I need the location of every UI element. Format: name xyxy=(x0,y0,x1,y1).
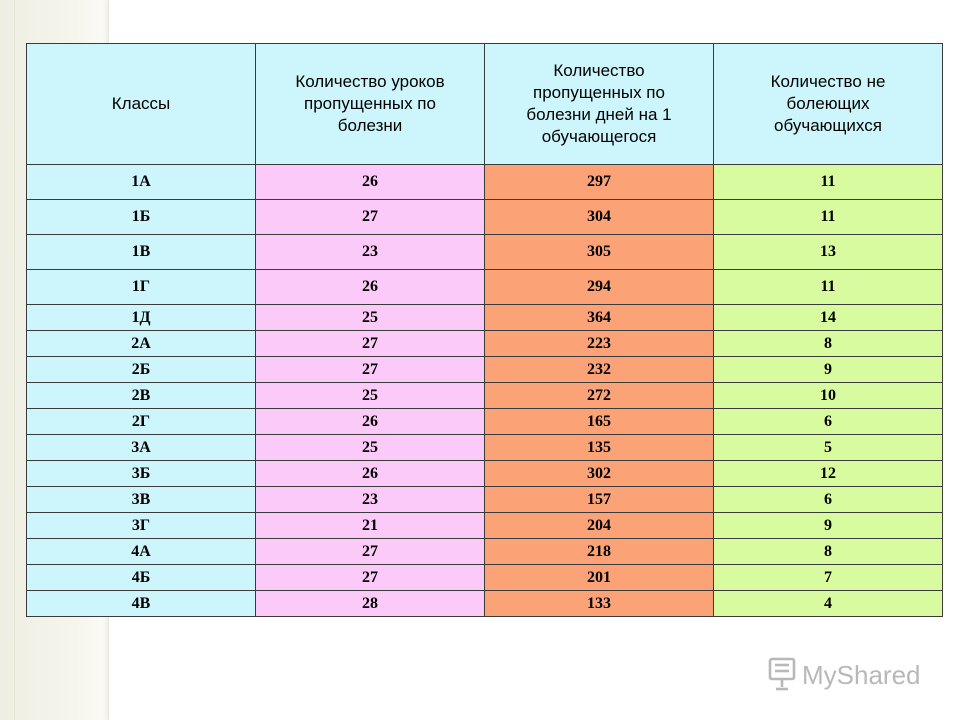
healthy-cell: 9 xyxy=(713,512,943,539)
lessons-cell: 25 xyxy=(255,434,485,461)
days-cell: 157 xyxy=(484,486,714,513)
table-row: 4А 27 218 8 xyxy=(26,538,943,565)
lessons-cell: 25 xyxy=(255,304,485,331)
healthy-cell: 6 xyxy=(713,408,943,435)
days-cell: 165 xyxy=(484,408,714,435)
class-cell: 3В xyxy=(26,486,256,513)
class-cell: 4А xyxy=(26,538,256,565)
healthy-cell: 9 xyxy=(713,356,943,383)
class-cell: 4Б xyxy=(26,564,256,591)
lessons-cell: 26 xyxy=(255,164,485,200)
table-body: 1А 26 297 11 1Б 27 304 11 1В 23 305 13 1Г 26 294 11 1Д 25… xyxy=(26,164,943,617)
class-cell: 2Б xyxy=(26,356,256,383)
days-cell: 201 xyxy=(484,564,714,591)
healthy-cell: 12 xyxy=(713,460,943,487)
table-row: 4В 28 133 4 xyxy=(26,590,943,617)
days-cell: 204 xyxy=(484,512,714,539)
healthy-cell: 4 xyxy=(713,590,943,617)
class-cell: 1Г xyxy=(26,269,256,305)
healthy-cell: 11 xyxy=(713,269,943,305)
lessons-cell: 23 xyxy=(255,486,485,513)
class-cell: 2А xyxy=(26,330,256,357)
table-row: 2А 27 223 8 xyxy=(26,330,943,357)
days-cell: 218 xyxy=(484,538,714,565)
table-header-row: Классы Количество уроков пропущенных по … xyxy=(26,43,943,165)
lessons-cell: 28 xyxy=(255,590,485,617)
days-cell: 294 xyxy=(484,269,714,305)
table-row: 2В 25 272 10 xyxy=(26,382,943,409)
class-cell: 1Б xyxy=(26,199,256,235)
class-cell: 3Г xyxy=(26,512,256,539)
table-row: 3В 23 157 6 xyxy=(26,486,943,513)
lessons-cell: 26 xyxy=(255,269,485,305)
table-row: 2Г 26 165 6 xyxy=(26,408,943,435)
class-cell: 1Д xyxy=(26,304,256,331)
watermark-text: MyShared xyxy=(802,660,921,690)
days-cell: 133 xyxy=(484,590,714,617)
days-cell: 232 xyxy=(484,356,714,383)
table-row: 1В 23 305 13 xyxy=(26,234,943,270)
class-cell: 3А xyxy=(26,434,256,461)
table-row: 1Б 27 304 11 xyxy=(26,199,943,235)
watermark: MyShared xyxy=(768,657,921,691)
days-cell: 302 xyxy=(484,460,714,487)
table-row: 3Б 26 302 12 xyxy=(26,460,943,487)
table-row: 2Б 27 232 9 xyxy=(26,356,943,383)
lessons-cell: 27 xyxy=(255,356,485,383)
header-days-missed: Количество пропущенных по болезни дней н… xyxy=(484,43,714,165)
lessons-cell: 26 xyxy=(255,460,485,487)
days-cell: 305 xyxy=(484,234,714,270)
days-cell: 135 xyxy=(484,434,714,461)
table-row: 1А 26 297 11 xyxy=(26,164,943,200)
class-cell: 3Б xyxy=(26,460,256,487)
healthy-cell: 11 xyxy=(713,199,943,235)
healthy-cell: 13 xyxy=(713,234,943,270)
lessons-cell: 25 xyxy=(255,382,485,409)
healthy-cell: 5 xyxy=(713,434,943,461)
lessons-cell: 27 xyxy=(255,538,485,565)
table-row: 4Б 27 201 7 xyxy=(26,564,943,591)
days-cell: 364 xyxy=(484,304,714,331)
class-cell: 4В xyxy=(26,590,256,617)
healthy-cell: 10 xyxy=(713,382,943,409)
lessons-cell: 26 xyxy=(255,408,485,435)
class-cell: 2Г xyxy=(26,408,256,435)
header-classes: Классы xyxy=(26,43,256,165)
lessons-cell: 23 xyxy=(255,234,485,270)
table-row: 1Д 25 364 14 xyxy=(26,304,943,331)
days-cell: 272 xyxy=(484,382,714,409)
absence-table: Классы Количество уроков пропущенных по … xyxy=(26,43,943,617)
table-row: 1Г 26 294 11 xyxy=(26,269,943,305)
healthy-cell: 7 xyxy=(713,564,943,591)
lessons-cell: 27 xyxy=(255,330,485,357)
header-healthy-students: Количество не болеющих обучающихся xyxy=(713,43,943,165)
lessons-cell: 27 xyxy=(255,564,485,591)
presentation-board-icon xyxy=(768,657,796,691)
days-cell: 304 xyxy=(484,199,714,235)
class-cell: 1В xyxy=(26,234,256,270)
healthy-cell: 6 xyxy=(713,486,943,513)
header-lessons-missed: Количество уроков пропущенных по болезни xyxy=(255,43,485,165)
lessons-cell: 21 xyxy=(255,512,485,539)
healthy-cell: 14 xyxy=(713,304,943,331)
class-cell: 2В xyxy=(26,382,256,409)
days-cell: 223 xyxy=(484,330,714,357)
healthy-cell: 8 xyxy=(713,538,943,565)
healthy-cell: 11 xyxy=(713,164,943,200)
class-cell: 1А xyxy=(26,164,256,200)
table-row: 3А 25 135 5 xyxy=(26,434,943,461)
table-row: 3Г 21 204 9 xyxy=(26,512,943,539)
days-cell: 297 xyxy=(484,164,714,200)
healthy-cell: 8 xyxy=(713,330,943,357)
lessons-cell: 27 xyxy=(255,199,485,235)
